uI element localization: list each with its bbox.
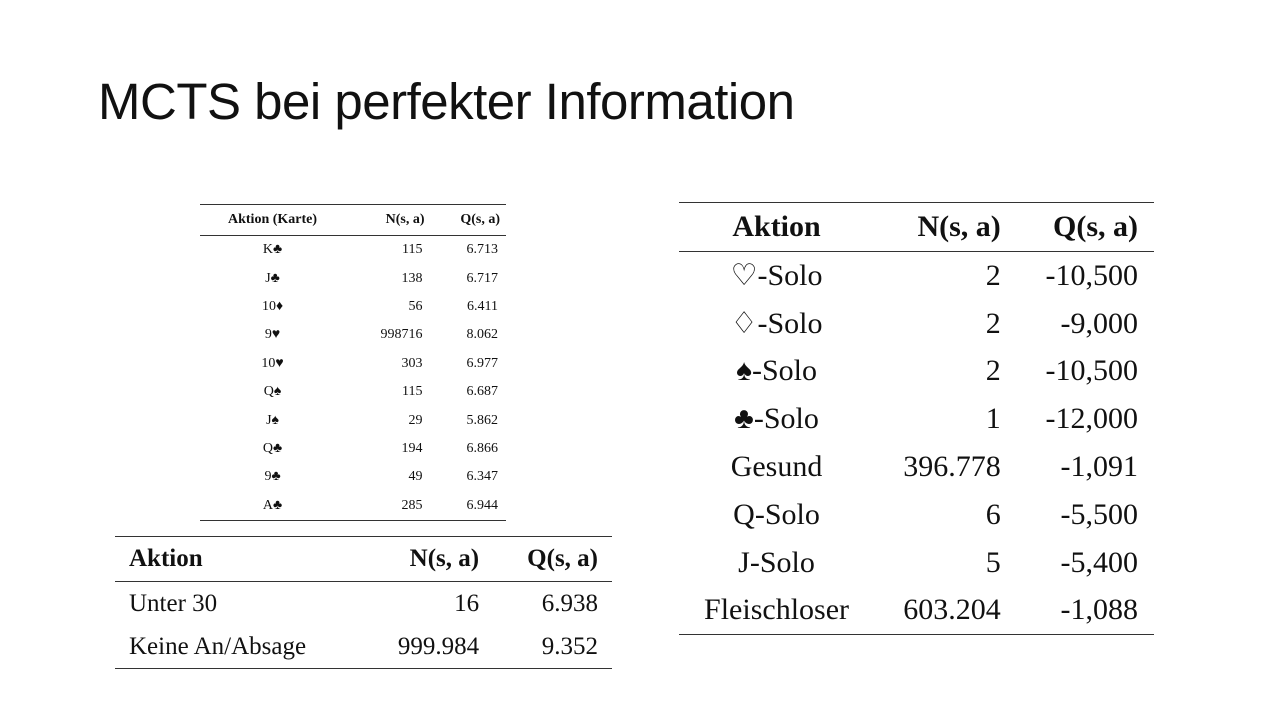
table-row: ♡-Solo 2 -10,500 [679,252,1154,300]
cell-action: Unter 30 [129,589,218,617]
cell-visits: 1 [985,402,1001,436]
table-row: Fleischloser 603.204 -1,088 [679,587,1154,635]
cell-visits: 2 [985,306,1001,340]
cell-value: -10,500 [1045,258,1139,292]
cell-action: J-Solo [738,545,815,579]
cell-value: 6.866 [466,440,499,456]
cell-action: 9♣ [264,469,281,485]
table-row: ♣-Solo 1 -12,000 [679,395,1154,443]
cell-visits: 6 [985,497,1001,531]
cell-visits: 115 [402,384,423,400]
column-header-visits: N(s, a) [409,545,480,572]
cell-value: 6.938 [541,589,598,617]
column-header-action: Aktion (Karte) [228,212,318,227]
cell-visits: 115 [402,242,423,258]
column-header-visits: N(s, a) [917,210,1001,243]
announcement-table: Aktion N(s, a) Q(s, a) Unter 30 16 6.938 K… [115,536,612,669]
cell-value: 6.347 [466,469,499,485]
table-row: 10♦ 56 6.411 [200,293,506,321]
cell-action: ♡-Solo [730,259,823,293]
column-header-action: Aktion [732,210,821,243]
cell-visits: 396.778 [903,450,1001,484]
cell-value: 6.713 [466,242,499,258]
cell-action: Gesund [730,450,823,484]
cell-action: J♣ [265,270,280,286]
table-row: Q-Solo 6 -5,500 [679,491,1154,539]
cell-action: 9♥ [264,327,281,343]
cell-value: -1,091 [1060,450,1139,484]
cell-visits: 16 [454,589,480,617]
table-row: 9♣ 49 6.347 [200,463,506,491]
cell-action: Q-Solo [733,497,820,531]
cell-value: 6.687 [466,384,499,400]
cell-value: -5,400 [1060,545,1139,579]
column-header-action: Aktion [129,545,203,572]
cell-action: Keine An/Absage [129,632,307,660]
cell-visits: 29 [408,412,423,428]
cell-action: A♣ [262,497,283,513]
table-header-row: Aktion N(s, a) Q(s, a) [679,202,1154,252]
cell-action: Q♣ [262,440,283,456]
cell-visits: 999.984 [397,632,480,660]
cell-value: -10,500 [1045,354,1139,388]
table-row: ♢-Solo 2 -9,000 [679,300,1154,348]
cell-action: K♣ [262,242,283,258]
table-header-row: Aktion (Karte) N(s, a) Q(s, a) [200,204,506,236]
column-header-value: Q(s, a) [1053,210,1138,243]
table-row: Q♠ 115 6.687 [200,378,506,406]
column-header-value: Q(s, a) [460,212,500,227]
cell-visits: 2 [985,354,1001,388]
gametype-table: Aktion N(s, a) Q(s, a) ♡-Solo 2 -10,500 ♢-… [679,202,1154,635]
cell-value: 5.862 [466,412,499,428]
table-row: 9♥ 998716 8.062 [200,321,506,349]
cell-visits: 603.204 [903,593,1001,627]
table-row: J-Solo 5 -5,400 [679,539,1154,587]
table-header-row: Aktion N(s, a) Q(s, a) [115,536,612,582]
cell-value: -5,500 [1060,497,1139,531]
cell-value: 6.717 [466,270,499,286]
table-row: Unter 30 16 6.938 [115,582,612,626]
cell-visits: 56 [408,298,423,314]
cell-action: 10♦ [261,298,284,314]
cell-value: -1,088 [1060,593,1139,627]
table-row: J♣ 138 6.717 [200,264,506,292]
table-row: J♠ 29 5.862 [200,406,506,434]
cell-visits: 2 [985,258,1001,292]
table-row: Q♣ 194 6.866 [200,435,506,463]
slide-title: MCTS bei perfekter Information [98,73,795,130]
cell-visits: 998716 [380,327,423,343]
cell-visits: 138 [401,270,423,286]
cell-visits: 303 [401,355,423,371]
cell-value: -12,000 [1045,402,1139,436]
cell-visits: 285 [401,497,423,513]
cell-action: Fleischloser [704,593,850,627]
cell-value: 6.944 [466,497,499,513]
table-row: Keine An/Absage 999.984 9.352 [115,625,612,669]
table-row: ♠-Solo 2 -10,500 [679,348,1154,396]
table-row: A♣ 285 6.944 [200,492,506,521]
cell-action: ♠-Solo [736,354,817,388]
cell-action: J♠ [266,412,279,428]
cell-value: 8.062 [466,327,499,343]
cell-action: ♣-Solo [734,402,819,436]
table-row: K♣ 115 6.713 [200,236,506,265]
cell-visits: 194 [401,440,423,456]
table-row: Gesund 396.778 -1,091 [679,443,1154,491]
cell-value: -9,000 [1060,306,1139,340]
cell-action: Q♠ [263,384,282,400]
column-header-value: Q(s, a) [527,545,598,572]
cell-action: ♢-Solo [730,307,823,341]
cell-action: 10♥ [261,355,284,371]
cell-value: 9.352 [541,632,598,660]
cell-value: 6.411 [467,298,498,314]
table-row: 10♥ 303 6.977 [200,350,506,378]
cell-visits: 5 [985,545,1001,579]
card-actions-table: Aktion (Karte) N(s, a) Q(s, a) K♣ 115 6.71… [200,204,506,521]
cell-visits: 49 [408,469,423,485]
cell-value: 6.977 [466,355,499,371]
column-header-visits: N(s, a) [385,212,425,227]
